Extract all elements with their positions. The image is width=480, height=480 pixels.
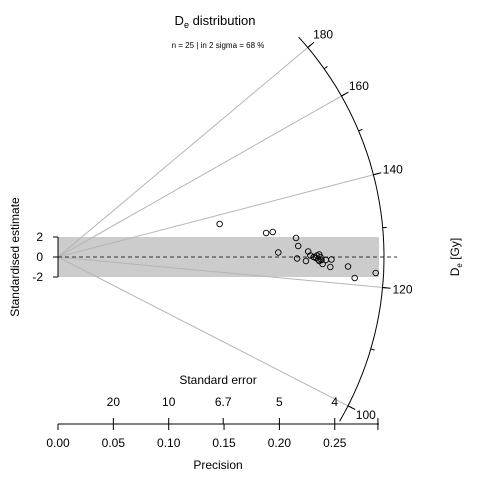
de-arc-line: [298, 36, 385, 422]
data-point: [293, 255, 301, 262]
chart-title: De distribution: [175, 13, 256, 30]
de-minor-tick: [358, 128, 363, 132]
de-tick-label: 180: [313, 28, 333, 42]
y-tick-label: 0: [36, 250, 43, 264]
de-tick-label: 120: [392, 282, 412, 296]
de-major-tick: [373, 172, 382, 176]
se-tick-label: 5: [276, 395, 283, 409]
precision-tick-label: 0.05: [102, 436, 126, 450]
de-label-rest: [Gy]: [448, 238, 462, 263]
se-tick-label: 4: [331, 395, 338, 409]
de-tick-label: 100: [356, 408, 376, 422]
data-point: [262, 229, 270, 237]
y-axis: 2 0 -2: [32, 230, 59, 284]
de-axis-label: De [Gy]: [448, 238, 464, 276]
radial-line: [57, 174, 374, 258]
data-point: [275, 249, 282, 256]
precision-tick-label: 0.25: [323, 436, 347, 450]
precision-axis-label: Precision: [193, 458, 242, 472]
data-point: [344, 263, 352, 270]
de-tick-label: 160: [349, 79, 369, 93]
de-label-main: D: [448, 267, 462, 276]
data-point: [307, 252, 314, 259]
precision-axis: 0.00 0.05 0.10 0.15 0.20 0.25 20 10 6.7 5 4: [46, 395, 379, 450]
de-major-tick: [382, 286, 391, 289]
data-point: [294, 242, 302, 250]
y-axis-label: Standardised estimate: [8, 197, 22, 317]
data-point: [327, 263, 334, 271]
data-point: [372, 269, 379, 277]
de-minor-tick: [323, 66, 328, 70]
precision-tick-label: 0.10: [157, 436, 181, 450]
title-rest: distribution: [189, 13, 255, 28]
de-tick-label: 140: [383, 163, 403, 177]
se-tick-label: 6.7: [215, 395, 232, 409]
radial-line: [57, 256, 383, 288]
radial-line: [57, 95, 342, 258]
chart-subtitle: n = 25 | in 2 sigma = 68 %: [172, 41, 265, 50]
data-point: [292, 234, 300, 242]
de-minor-tick: [370, 348, 375, 351]
de-major-tick: [307, 41, 315, 48]
data-point: [328, 256, 335, 263]
de-major-tick: [347, 405, 356, 410]
data-point: [216, 220, 223, 228]
data-point: [302, 257, 310, 265]
se-tick-label: 20: [107, 395, 121, 409]
data-points: [216, 220, 379, 282]
radial-line: [57, 47, 309, 258]
data-point: [269, 228, 277, 236]
se-tick-label: 10: [162, 395, 176, 409]
data-point: [351, 274, 358, 282]
standard-error-label: Standard error: [179, 373, 256, 387]
radial-lines: [57, 47, 383, 407]
radial-line: [57, 256, 349, 407]
title-main: D: [175, 13, 184, 28]
de-arc-axis: 100 120 140 160 180: [298, 28, 413, 422]
precision-tick-label: 0.20: [268, 436, 292, 450]
title-subscript: e: [184, 20, 189, 30]
de-major-tick: [341, 91, 349, 97]
data-point: [314, 256, 322, 263]
y-tick-label: 2: [36, 230, 43, 244]
data-point: [319, 260, 326, 268]
y-tick-label: -2: [32, 270, 43, 284]
de-label-subscript: e: [455, 263, 464, 268]
precision-tick-label: 0.15: [212, 436, 236, 450]
precision-tick-label: 0.00: [46, 436, 70, 450]
